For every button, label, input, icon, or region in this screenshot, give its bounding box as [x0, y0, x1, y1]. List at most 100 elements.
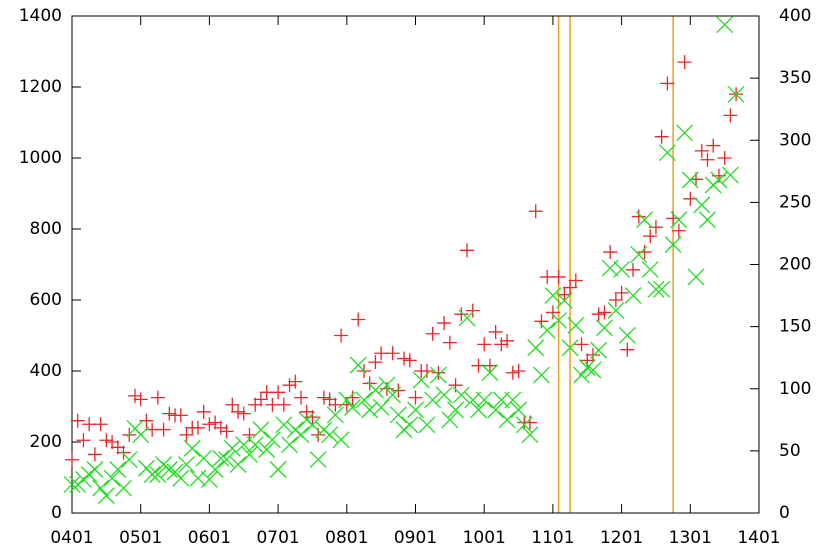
- data-point: [361, 401, 379, 419]
- data-point: [332, 431, 350, 449]
- data-point: [76, 433, 91, 448]
- y2-tick-label: 250: [779, 192, 811, 212]
- data-point: [555, 292, 573, 309]
- y2-tick-label: 150: [779, 317, 811, 337]
- data-point: [664, 236, 682, 254]
- data-point: [458, 309, 476, 327]
- data-point: [647, 280, 665, 298]
- y-tick-label: 0: [51, 503, 62, 523]
- data-point: [528, 204, 543, 219]
- data-point: [727, 85, 745, 103]
- data-point: [574, 337, 589, 352]
- data-point: [408, 390, 423, 405]
- plot-border: [71, 15, 760, 514]
- data-point: [597, 305, 612, 320]
- data-point: [545, 305, 560, 320]
- data-point: [677, 55, 692, 70]
- data-point: [183, 439, 201, 457]
- data-point: [523, 415, 537, 430]
- data-point: [190, 420, 205, 435]
- data-point: [63, 475, 81, 493]
- data-point: [510, 401, 528, 419]
- data-point: [477, 337, 492, 352]
- x-tick-label: 0701: [256, 528, 299, 548]
- data-point: [527, 339, 545, 357]
- data-point: [391, 383, 406, 398]
- data-point: [658, 144, 676, 162]
- data-point: [716, 16, 734, 34]
- data-point: [532, 366, 550, 384]
- y-tick-label: 1400: [19, 6, 62, 26]
- data-point: [670, 211, 688, 229]
- data-point: [172, 469, 190, 487]
- x-tick-label: 0601: [188, 528, 231, 548]
- data-point: [241, 446, 258, 464]
- data-point: [288, 374, 303, 389]
- data-point: [189, 469, 207, 487]
- x-tick-label: 1301: [669, 528, 712, 548]
- data-point: [366, 381, 384, 399]
- data-point: [115, 479, 132, 497]
- data-point: [316, 390, 331, 405]
- data-point: [248, 397, 263, 412]
- data-point: [70, 413, 85, 428]
- data-point: [595, 319, 613, 337]
- data-point: [693, 196, 711, 214]
- data-point: [160, 461, 178, 478]
- data-point: [687, 268, 705, 286]
- data-point: [561, 339, 579, 357]
- data-point: [276, 397, 291, 412]
- data-point: [322, 392, 337, 407]
- data-point: [271, 385, 286, 400]
- data-point: [608, 293, 623, 307]
- y2-tick-label: 50: [779, 441, 801, 461]
- data-point: [402, 353, 417, 368]
- data-point: [179, 427, 194, 442]
- data-point: [424, 391, 442, 409]
- x-tick-label: 0801: [325, 528, 368, 548]
- x-tick-label: 0401: [50, 528, 93, 548]
- data-point: [202, 417, 217, 432]
- y2-tick-label: 300: [779, 130, 811, 150]
- data-point: [431, 365, 446, 380]
- x-tick-label: 0901: [394, 528, 437, 548]
- data-point: [344, 398, 361, 416]
- data-point: [487, 401, 505, 419]
- y2-tick-label: 0: [779, 503, 790, 523]
- data-point: [326, 406, 344, 424]
- data-point: [229, 456, 247, 474]
- data-point: [568, 273, 583, 288]
- data-point: [401, 416, 419, 434]
- data-point: [425, 326, 440, 341]
- data-point: [206, 461, 224, 478]
- data-point: [441, 411, 459, 429]
- data-point: [641, 261, 659, 278]
- data-point: [470, 401, 487, 419]
- data-point: [573, 366, 590, 384]
- data-point: [567, 316, 585, 334]
- data-point: [162, 406, 177, 421]
- data-point: [92, 479, 110, 497]
- data-point: [110, 440, 125, 455]
- data-point: [133, 392, 148, 407]
- data-point: [305, 410, 320, 425]
- data-point: [103, 469, 121, 487]
- data-point: [482, 358, 497, 373]
- data-point: [723, 108, 738, 123]
- data-point: [385, 346, 400, 361]
- data-point: [281, 436, 299, 454]
- data-point: [498, 411, 516, 429]
- data-point: [653, 280, 671, 298]
- data-point: [345, 390, 360, 405]
- data-point: [178, 456, 195, 474]
- data-point: [671, 223, 686, 238]
- x-tick-label: 1401: [737, 528, 780, 548]
- data-point: [253, 392, 268, 407]
- data-point: [219, 424, 234, 439]
- data-point: [196, 404, 211, 419]
- data-point: [321, 426, 339, 444]
- data-point: [618, 326, 636, 344]
- data-point: [643, 229, 658, 244]
- data-point: [447, 401, 465, 419]
